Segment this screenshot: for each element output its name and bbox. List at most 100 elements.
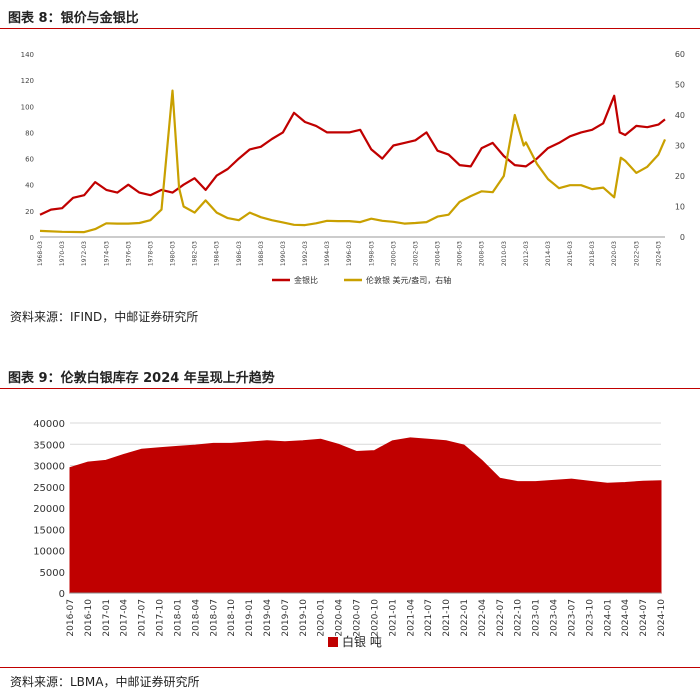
figure9-y-tick-label: 40000 [33, 419, 65, 430]
figure9-chart: 0 5000 10000 15000 20000 25000 30000 35000 40000… [33, 419, 667, 649]
figure9-x-tick-label: 2016-10 [84, 599, 94, 637]
figure9-y-tick-label: 10000 [33, 547, 65, 558]
figure9-x-tick-label: 2023-04 [550, 599, 560, 637]
figure8-left-tick-label: 60 [25, 156, 34, 164]
figure8-x-tick-label: 1996-03 [346, 241, 353, 266]
figure9-x-tick-label: 2022-07 [496, 599, 506, 637]
figure9-x-tick-label: 2024-01 [603, 599, 613, 637]
figure8-x-tick-label: 1972-03 [81, 241, 88, 266]
figure8-x-tick-label: 2016-03 [567, 241, 574, 266]
figure9-x-tick-label: 2019-07 [281, 599, 291, 637]
figure8-x-tick-label: 2006-03 [457, 241, 464, 266]
figure8-x-tick-label: 1998-03 [368, 241, 375, 266]
figure8-x-tick-label: 1986-03 [236, 241, 243, 266]
figure9-x-tick-label: 2019-10 [299, 599, 309, 637]
figure9-x-tick-label: 2018-10 [227, 599, 237, 637]
figure8-title-bar: 图表 8：银价与金银比 [0, 4, 700, 29]
figure9-title-bar: 图表 9：伦敦白银库存 2024 年呈现上升趋势 [0, 364, 700, 389]
figure9-x-tick-label: 2017-04 [120, 599, 130, 637]
figure9-x-tick-label: 2024-04 [621, 599, 631, 637]
figure9-x-tick-label: 2019-01 [245, 599, 255, 637]
figure8-left-tick-label: 120 [21, 77, 34, 85]
figure8-x-tick-label: 2022-03 [633, 241, 640, 266]
figure9-x-tick-label: 2022-01 [460, 599, 470, 637]
figure8-left-tick-label: 40 [25, 182, 34, 190]
figure9-x-tick-label: 2020-07 [353, 599, 363, 637]
figure8-x-tick-label: 1990-03 [280, 241, 287, 266]
figure8-x-tick-label: 2010-03 [501, 241, 508, 266]
figure8-left-tick-label: 140 [21, 51, 34, 59]
figure9-x-tick-label: 2017-10 [156, 599, 166, 637]
figure8-x-tick-label: 1974-03 [103, 241, 110, 266]
figure8-right-tick-label: 30 [675, 142, 685, 151]
figure9-separator [0, 667, 700, 668]
figure8-x-tick-label: 2014-03 [545, 241, 552, 266]
figure8-right-tick-label: 60 [675, 50, 685, 59]
figure9-y-tick-label: 35000 [33, 440, 65, 451]
figure8-x-tick-label: 1980-03 [170, 241, 177, 266]
figure9-x-tick-label: 2017-07 [138, 599, 148, 637]
figure9-y-tick-label: 30000 [33, 462, 65, 473]
figure8-x-tick-label: 2012-03 [523, 241, 530, 266]
figure9-y-tick-label: 5000 [40, 568, 65, 579]
figure9-x-tick-label: 2021-04 [406, 599, 416, 637]
figure8-x-tick-label: 2004-03 [435, 241, 442, 266]
figure8-x-tick-label: 1976-03 [125, 241, 132, 266]
figure8-x-tick-label: 1988-03 [258, 241, 265, 266]
figure8-x-tick-label: 2020-03 [611, 241, 618, 266]
figure9-x-tick-label: 2024-10 [657, 599, 667, 637]
figure9-x-tick-label: 2022-04 [478, 599, 488, 637]
figure8-left-tick-label: 0 [30, 234, 34, 242]
figure9-x-tick-label: 2022-10 [514, 599, 524, 637]
figure8-left-tick-label: 100 [21, 103, 34, 111]
figure9-x-tick-label: 2024-07 [639, 599, 649, 637]
figure9-x-tick-label: 2017-01 [102, 599, 112, 637]
figure9-y-tick-label: 0 [59, 589, 65, 600]
figure8-right-tick-label: 20 [675, 172, 685, 181]
figure8-x-tick-label: 2008-03 [479, 241, 486, 266]
figure9-legend-label: 白银 吨 [342, 634, 382, 649]
figure8-right-tick-label: 10 [675, 203, 685, 212]
figure9-x-tick-label: 2020-04 [335, 599, 345, 637]
figure8-left-tick-label: 80 [25, 129, 34, 137]
figure9-legend-swatch [328, 637, 338, 647]
figure8-x-tick-label: 1978-03 [147, 241, 154, 266]
figure9-x-tick-label: 2020-01 [317, 599, 327, 637]
figure9-x-tick-label: 2016-07 [66, 599, 76, 637]
figure8-x-tick-label: 2024-03 [655, 241, 662, 266]
figure8-legend-label: 金银比 [294, 275, 318, 285]
figure8-left-tick-label: 20 [25, 208, 34, 216]
figure9-y-tick-label: 20000 [33, 504, 65, 515]
figure8-x-tick-label: 1994-03 [324, 241, 331, 266]
figure9-x-tick-label: 2018-07 [209, 599, 219, 637]
figure9-x-tick-label: 2021-01 [388, 599, 398, 637]
figure9-x-tick-label: 2020-10 [370, 599, 380, 637]
london-silver-price-line [39, 89, 667, 234]
figure9-x-tick-label: 2023-07 [567, 599, 577, 637]
figure8-x-tick-label: 2018-03 [589, 241, 596, 266]
figure9-x-tick-label: 2018-04 [191, 599, 201, 637]
figure9-x-tick-label: 2021-07 [424, 599, 434, 637]
figure8-x-tick-label: 1968-03 [37, 241, 44, 266]
figure9-y-tick-label: 25000 [33, 483, 65, 494]
gold-silver-ratio-line [39, 94, 666, 216]
figure8-x-tick-label: 1982-03 [192, 241, 199, 266]
silver-inventory-area [69, 437, 662, 594]
figure8-x-tick-label: 1984-03 [214, 241, 221, 266]
figure9-source: 资料来源：LBMA，中邮证券研究所 [10, 675, 200, 689]
figure9-title: 图表 9：伦敦白银库存 2024 年呈现上升趋势 [8, 371, 275, 386]
figure8-source: 资料来源：IFIND，中邮证券研究所 [10, 310, 199, 324]
figure8-legend-label: 伦敦银 美元/盎司，右轴 [366, 275, 451, 285]
figure8-x-tick-label: 2000-03 [390, 241, 397, 266]
figure8-x-tick-label: 1992-03 [302, 241, 309, 266]
figure9-x-tick-label: 2023-10 [585, 599, 595, 637]
figure9-x-tick-label: 2021-10 [442, 599, 452, 637]
figure9-x-tick-label: 2019-04 [263, 599, 273, 637]
figure8-x-tick-label: 1970-03 [59, 241, 66, 266]
figure9-y-tick-label: 15000 [33, 525, 65, 536]
figure8-title: 图表 8：银价与金银比 [8, 11, 139, 26]
figure8-chart: 0 20 40 60 80 100 120 140 0 10 20 30 40 50 60 1968-03 19… [21, 50, 685, 285]
figure8-right-tick-label: 0 [680, 233, 685, 242]
figure8-right-tick-label: 40 [675, 111, 685, 120]
figure8-right-tick-label: 50 [675, 81, 685, 90]
